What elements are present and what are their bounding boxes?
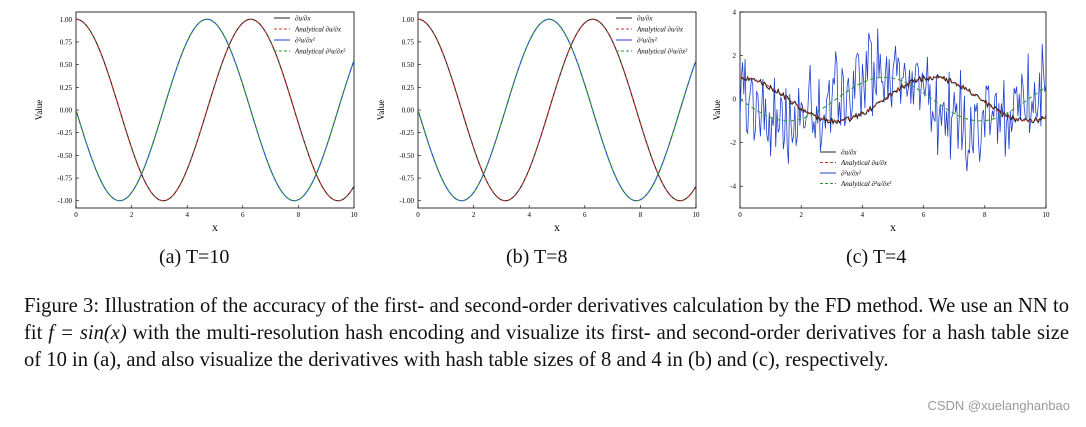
series-line-3 (418, 18, 696, 202)
y-tick-label: -4 (730, 183, 736, 191)
legend-label: ∂²u/∂x² (295, 37, 316, 45)
series-line-1 (418, 18, 696, 202)
legend-label: ∂u/∂x (637, 15, 653, 23)
x-tick-label: 4 (861, 211, 865, 219)
x-tick-label: 2 (130, 211, 134, 219)
series-line-2 (740, 28, 1046, 172)
y-axis-label: Value (712, 100, 722, 121)
series-line-1 (740, 76, 1046, 122)
x-tick-label: 10 (693, 211, 701, 219)
subcaption-b: (b) T=8 (506, 246, 568, 268)
x-tick-label: 10 (351, 211, 359, 219)
subcaption-c: (c) T=4 (846, 246, 907, 268)
series-line-0 (418, 18, 696, 202)
y-tick-label: 0.00 (60, 107, 73, 115)
x-tick-label: 8 (639, 211, 643, 219)
x-tick-label: 4 (185, 211, 189, 219)
chart-a: 0 2 4 6 8 10 -1.00 -0.75 -0.50 -0.25 0.00 0.25 0.50 0… (34, 11, 359, 234)
watermark: CSDN @xuelanghanbao (927, 398, 1070, 413)
y-tick-label: 4 (733, 9, 737, 17)
x-axis-label: x (554, 220, 560, 234)
y-tick-label: 0.75 (402, 38, 415, 46)
x-tick-label: 10 (1043, 211, 1051, 219)
x-tick-label: 0 (738, 211, 742, 219)
x-tick-label: 6 (922, 211, 926, 219)
y-tick-label: -0.25 (399, 129, 414, 137)
figure-caption: Figure 3: Illustration of the accuracy o… (24, 293, 1069, 374)
caption-text-1: Figure 3: Illustration of the accuracy o… (24, 295, 1069, 344)
y-tick-label: 2 (733, 52, 737, 60)
x-tick-label: 2 (799, 211, 803, 219)
x-axis-label: x (212, 220, 218, 234)
series-line-0 (76, 18, 354, 202)
legend-label: Analytical ∂u/∂x (294, 26, 342, 34)
y-tick-label: -0.50 (399, 152, 414, 160)
y-tick-label: 0.50 (60, 61, 73, 69)
series-line-0 (740, 73, 1046, 126)
legend-label: Analytical ∂²u/∂x² (840, 180, 892, 188)
legend-label: Analytical ∂²u/∂x² (636, 48, 688, 56)
y-axis-label: Value (34, 100, 44, 121)
y-tick-label: -0.25 (57, 129, 72, 137)
series-line-1 (76, 18, 354, 202)
legend-label: ∂²u/∂x² (841, 170, 862, 178)
y-tick-label: 0.00 (402, 107, 415, 115)
y-tick-label: -1.00 (399, 197, 414, 205)
y-tick-label: -0.50 (57, 152, 72, 160)
x-tick-label: 0 (416, 211, 420, 219)
legend-label: ∂u/∂x (295, 15, 311, 23)
y-tick-label: -1.00 (57, 197, 72, 205)
legend-label: Analytical ∂u/∂x (840, 159, 888, 167)
x-tick-label: 2 (472, 211, 476, 219)
y-tick-label: 0.25 (402, 84, 415, 92)
chart-c: 0 2 4 6 8 10 -4 -2 0 2 4 x Value ∂u/∂x Analytical ∂u/∂… (712, 9, 1051, 235)
series-line-3 (740, 76, 1046, 122)
series-line-2 (76, 18, 354, 202)
chart-panel-a: 0 2 4 6 8 10 -1.00 -0.75 -0.50 -0.25 0.00 0.25 0.50 0… (30, 0, 366, 235)
x-tick-label: 6 (241, 211, 245, 219)
y-tick-label: 1.00 (60, 16, 73, 24)
x-axis-label: x (890, 220, 896, 234)
caption-text-2: with the multi-resolution hash encoding … (24, 322, 1069, 371)
legend-label: ∂²u/∂x² (637, 37, 658, 45)
plot-frame (739, 11, 1047, 209)
y-tick-label: -2 (730, 139, 736, 147)
y-tick-label: 0 (733, 96, 737, 104)
caption-math: f = sin(x) (48, 322, 127, 344)
subcaption-a: (a) T=10 (159, 246, 230, 268)
x-tick-label: 8 (297, 211, 301, 219)
chart-b: 0 2 4 6 8 10 -1.00 -0.75 -0.50 -0.25 0.00 0.25 0.50 0… (376, 11, 701, 234)
x-tick-label: 8 (983, 211, 987, 219)
legend-label: Analytical ∂u/∂x (636, 26, 684, 34)
legend-label: ∂u/∂x (841, 149, 857, 157)
series-line-2 (418, 18, 696, 202)
y-axis-label: Value (376, 100, 386, 121)
chart-panel-b: 0 2 4 6 8 10 -1.00 -0.75 -0.50 -0.25 0.00 0.25 0.50 0… (372, 0, 708, 235)
x-tick-label: 6 (583, 211, 587, 219)
y-tick-label: 0.25 (60, 84, 73, 92)
y-tick-label: -0.75 (399, 175, 414, 183)
x-tick-label: 4 (527, 211, 531, 219)
x-tick-label: 0 (74, 211, 78, 219)
legend-label: Analytical ∂²u/∂x² (294, 48, 346, 56)
series-line-3 (76, 18, 354, 202)
y-tick-label: 0.50 (402, 61, 415, 69)
y-tick-label: -0.75 (57, 175, 72, 183)
chart-panel-c: 0 2 4 6 8 10 -4 -2 0 2 4 x Value ∂u/∂x Analytical ∂u/∂… (708, 0, 1058, 235)
y-tick-label: 0.75 (60, 38, 73, 46)
y-tick-label: 1.00 (402, 16, 415, 24)
